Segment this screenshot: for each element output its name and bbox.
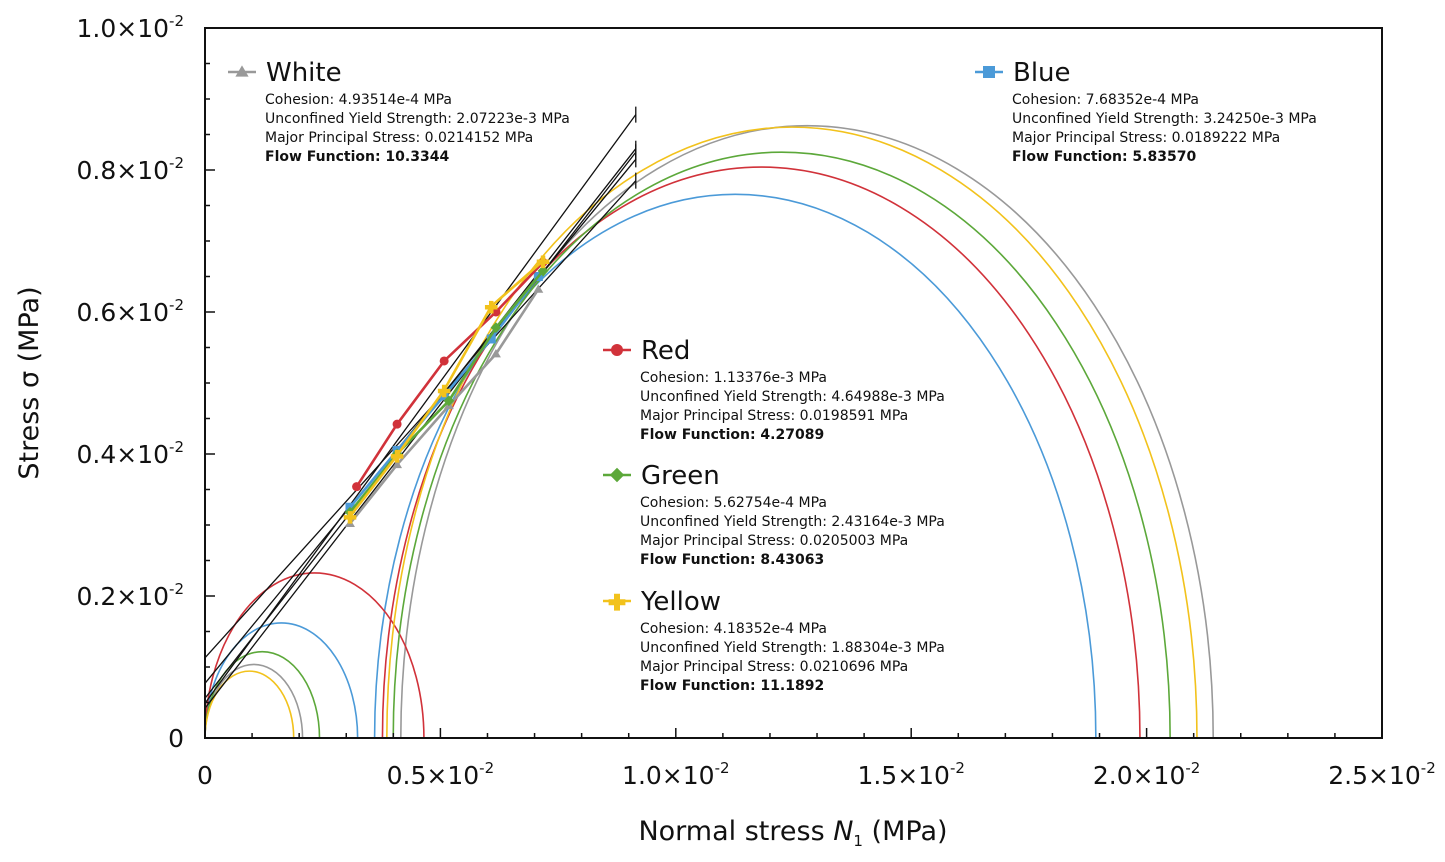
- y-tick-label: 0: [168, 724, 184, 753]
- blue-large-mohr-circle: [373, 193, 1097, 739]
- x-tick-label: 1.0×10-2: [622, 759, 730, 790]
- legend-major-principal-stress: Major Principal Stress: 0.0205003 MPa: [640, 533, 908, 549]
- white-yield-locus: [204, 114, 637, 704]
- red-data-point: [352, 482, 362, 492]
- legend-series-name: Red: [641, 336, 690, 366]
- white-large-mohr-circle: [400, 124, 1215, 739]
- legend-cohesion: Cohesion: 4.18352e-4 MPa: [640, 621, 827, 637]
- legend-major-principal-stress: Major Principal Stress: 0.0210696 MPa: [640, 659, 908, 675]
- blue-small-mohr-circle: [204, 622, 359, 739]
- y-axis-title: Stress σ (MPa): [14, 286, 45, 479]
- axis-tick-labels: 0 0.5×10-2 1.0×10-2 1.5×10-2 2.0×10-2 2.5×10-…: [77, 12, 1436, 790]
- legend-swatch-marker: [235, 65, 249, 77]
- data-points: [343, 255, 550, 528]
- x-axis-title-main: Normal stress: [638, 816, 833, 847]
- legend-entry-blue: Blue Cohesion: 7.68352e-4 MPa Unconfined Y…: [975, 58, 1317, 165]
- green-data-point: [443, 395, 455, 407]
- red-yield-locus: [204, 180, 637, 659]
- legend-entry-white: White Cohesion: 4.93514e-4 MPa Unconfined …: [228, 58, 570, 165]
- x-tick-label: 1.5×10-2: [857, 759, 965, 790]
- red-series-line: [355, 261, 544, 488]
- legend-flow-function: Flow Function: 10.3344: [265, 149, 449, 165]
- x-axis-title: Normal stress N1 (MPa): [638, 816, 947, 850]
- green-data-point: [537, 265, 549, 277]
- legend-series-name: White: [266, 58, 342, 88]
- legend-flow-function: Flow Function: 8.43063: [640, 552, 824, 568]
- white-data-point: [491, 348, 501, 358]
- legend-cohesion: Cohesion: 4.93514e-4 MPa: [265, 92, 452, 108]
- legend-series-name: Green: [641, 461, 720, 491]
- x-tick-label: 2.0×10-2: [1093, 759, 1201, 790]
- legend-swatch-marker: [609, 467, 625, 483]
- legend: White Cohesion: 4.93514e-4 MPa Unconfined …: [228, 58, 1317, 694]
- yellow-data-point: [390, 450, 404, 463]
- legend-entry-green: Green Cohesion: 5.62754e-4 MPa Unconfined …: [603, 461, 945, 568]
- axis-ticks: [204, 27, 1383, 739]
- legend-ucys: Unconfined Yield Strength: 1.88304e-3 MP…: [640, 640, 945, 656]
- legend-major-principal-stress: Major Principal Stress: 0.0198591 MPa: [640, 408, 908, 424]
- x-axis-title-unit: (MPa): [863, 816, 948, 847]
- yellow-small-mohr-circle: [204, 670, 295, 739]
- x-axis-title-var: N: [833, 816, 853, 847]
- white-data-point: [533, 284, 544, 293]
- legend-major-principal-stress: Major Principal Stress: 0.0214152 MPa: [265, 130, 533, 146]
- green-large-mohr-circle: [392, 151, 1171, 739]
- legend-ucys: Unconfined Yield Strength: 2.43164e-3 MP…: [640, 514, 945, 530]
- legend-ucys: Unconfined Yield Strength: 3.24250e-3 MP…: [1012, 111, 1317, 127]
- red-data-point: [491, 307, 501, 317]
- y-tick-label: 0.4×10-2: [77, 438, 185, 469]
- legend-major-principal-stress: Major Principal Stress: 0.0189222 MPa: [1012, 130, 1280, 146]
- legend-series-name: Yellow: [640, 587, 721, 617]
- legend-cohesion: Cohesion: 1.13376e-3 MPa: [640, 370, 827, 386]
- legend-flow-function: Flow Function: 4.27089: [640, 427, 824, 443]
- x-tick-label: 0: [197, 761, 213, 790]
- yellow-large-mohr-circle: [386, 126, 1198, 739]
- legend-ucys: Unconfined Yield Strength: 4.64988e-3 MP…: [640, 389, 945, 405]
- x-axis-title-sub: 1: [853, 832, 863, 850]
- x-tick-label: 0.5×10-2: [387, 759, 495, 790]
- y-tick-label: 0.8×10-2: [77, 154, 185, 185]
- blue-data-point: [486, 334, 496, 344]
- legend-series-name: Blue: [1013, 58, 1071, 88]
- y-tick-label: 0.2×10-2: [77, 580, 185, 611]
- green-data-point: [490, 322, 502, 334]
- y-tick-label: 0.6×10-2: [77, 296, 185, 327]
- y-tick-label: 1.0×10-2: [77, 12, 185, 43]
- legend-flow-function: Flow Function: 5.83570: [1012, 149, 1196, 165]
- legend-swatch-marker: [608, 593, 626, 611]
- yellow-data-point: [437, 384, 451, 398]
- legend-entry-yellow: Yellow Cohesion: 4.18352e-4 MPa Unconfined…: [603, 587, 945, 694]
- legend-swatch-marker: [983, 66, 995, 78]
- white-data-point: [392, 459, 403, 469]
- white-small-mohr-circle: [204, 663, 304, 739]
- red-small-mohr-circle: [204, 572, 425, 739]
- legend-swatch-marker: [611, 344, 623, 356]
- legend-ucys: Unconfined Yield Strength: 2.07223e-3 MP…: [265, 111, 570, 127]
- legend-cohesion: Cohesion: 5.62754e-4 MPa: [640, 495, 827, 511]
- yellow-data-point: [343, 511, 357, 524]
- red-data-point: [439, 356, 449, 366]
- legend-cohesion: Cohesion: 7.68352e-4 MPa: [1012, 92, 1199, 108]
- legend-entry-red: Red Cohesion: 1.13376e-3 MPa Unconfined Yi…: [603, 336, 945, 443]
- yield-loci: [204, 106, 637, 709]
- legend-flow-function: Flow Function: 11.1892: [640, 678, 824, 694]
- red-data-point: [392, 419, 402, 429]
- yellow-data-point: [536, 255, 550, 269]
- x-tick-label: 2.5×10-2: [1328, 759, 1436, 790]
- yellow-data-point: [484, 300, 498, 314]
